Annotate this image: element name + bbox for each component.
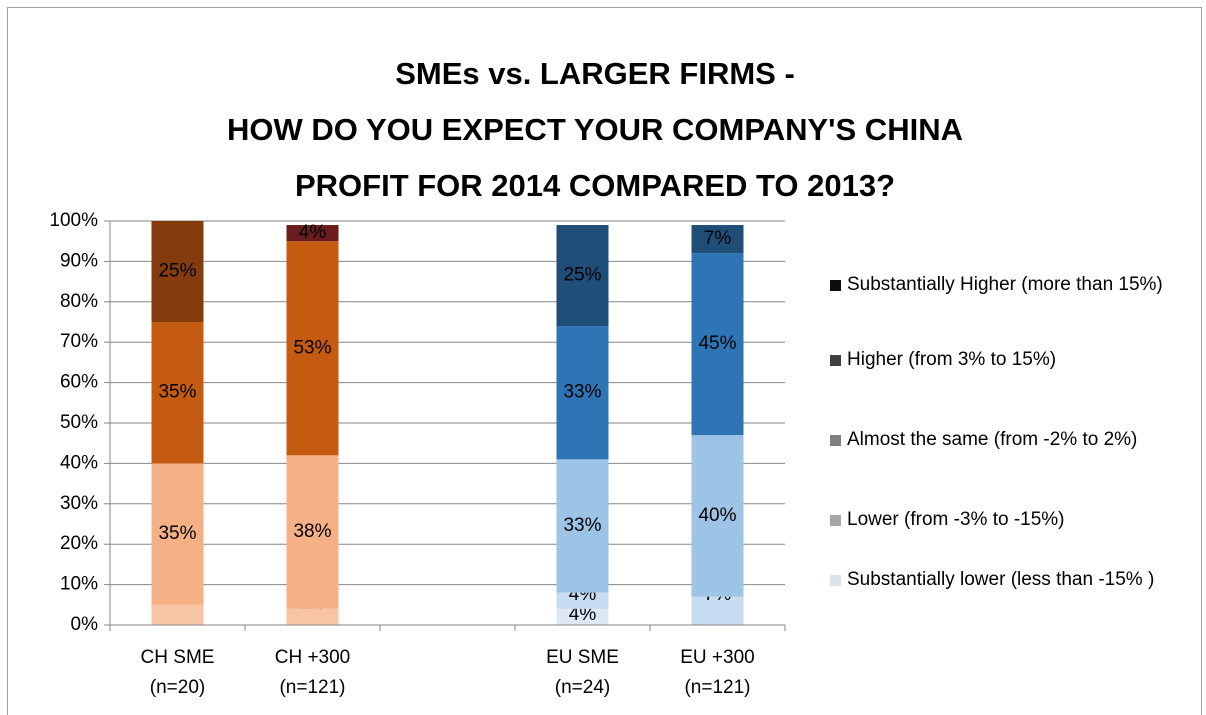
legend-swatch: [830, 355, 841, 366]
legend-item: Almost the same (from -2% to 2%): [830, 425, 1190, 455]
bar-segment: [556, 459, 609, 593]
bar-segment: [556, 592, 609, 609]
x-tick-label: CH SME (n=20): [140, 647, 215, 698]
legend-swatch: [830, 280, 841, 291]
y-tick-label: 30%: [60, 493, 98, 514]
data-label: 33%: [563, 515, 601, 536]
data-label: 35%: [158, 382, 196, 403]
bar-segment: [556, 326, 609, 460]
bar-segment: [151, 322, 204, 464]
y-tick-label: 100%: [49, 210, 98, 231]
y-tick-label: 50%: [60, 412, 98, 433]
bar-segment: [286, 225, 339, 242]
y-tick-label: 10%: [60, 574, 98, 595]
legend-label: Substantially Higher (more than 15%): [847, 274, 1163, 295]
data-label: 53%: [293, 337, 331, 358]
y-tick-label: 0%: [71, 614, 99, 635]
legend-item: Substantially Higher (more than 15%): [830, 270, 1190, 300]
data-label: 45%: [698, 333, 736, 354]
chart-title: SMEs vs. LARGER FIRMS - HOW DO YOU EXPEC…: [227, 56, 963, 203]
legend-label: Almost the same (from -2% to 2%): [847, 429, 1138, 450]
bar-segment: [151, 463, 204, 605]
legend-label: Lower (from -3% to -15%): [847, 509, 1065, 530]
data-label: 33%: [563, 382, 601, 403]
x-tick-label: EU +300 (n=121): [680, 647, 755, 698]
y-tick-label: 90%: [60, 250, 98, 271]
legend-item: Substantially lower (less than -15% ): [830, 565, 1190, 595]
bar-segment: [286, 455, 339, 609]
legend-swatch: [830, 515, 841, 526]
bar-segment: [691, 435, 744, 597]
bar-segment: [556, 608, 609, 625]
bar-segment: [286, 241, 339, 456]
data-label: 4%: [569, 604, 597, 625]
bar-segment: [691, 253, 744, 436]
bar-segment: [151, 604, 204, 625]
chart-frame: [7, 7, 1202, 715]
y-tick-label: 40%: [60, 452, 98, 473]
bar-segment: [286, 608, 339, 625]
data-label: 40%: [698, 505, 736, 526]
y-tick-label: 70%: [60, 331, 98, 352]
bar-segment: [151, 221, 204, 322]
y-tick-label: 20%: [60, 533, 98, 554]
data-label: 7%: [704, 228, 732, 249]
bar-segment: [691, 225, 744, 254]
legend-label: Substantially lower (less than -15% ): [847, 569, 1155, 590]
data-label: 25%: [563, 265, 601, 286]
data-label: 4%: [299, 222, 327, 243]
data-label: 35%: [158, 523, 196, 544]
legend-swatch: [830, 575, 841, 586]
x-tick-label: CH +300 (n=121): [274, 647, 351, 698]
data-label: 38%: [293, 521, 331, 542]
x-tick-label: EU SME (n=24): [546, 647, 619, 698]
legend-swatch: [830, 435, 841, 446]
y-tick-label: 60%: [60, 372, 98, 393]
y-tick-label: 80%: [60, 291, 98, 312]
data-label: 25%: [158, 261, 196, 282]
bar-segment: [556, 225, 609, 327]
bar-segment: [691, 596, 744, 625]
legend-item: Higher (from 3% to 15%): [830, 345, 1190, 375]
legend-label: Higher (from 3% to 15%): [847, 349, 1057, 370]
legend-item: Lower (from -3% to -15%): [830, 505, 1190, 535]
